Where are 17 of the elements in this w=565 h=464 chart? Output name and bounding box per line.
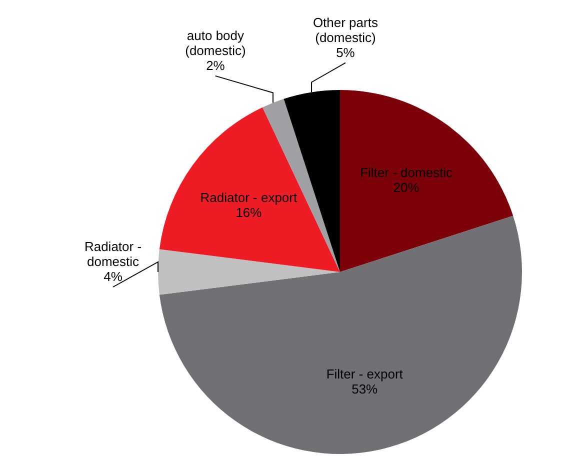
slice-label: Radiator - export [200,190,298,206]
slice-label: Filter - domestic [360,165,454,180]
pie-slice [158,249,340,295]
data-label: 4% [104,269,123,284]
data-label: 20% [393,180,420,196]
data-label: 16% [236,205,262,220]
pie-slice [159,107,340,272]
pie-slice [159,216,522,454]
slice-label: Other parts (domestic) [312,14,378,45]
data-label: 5% [336,44,356,60]
slice-label: Radiator - domestic [84,239,142,269]
slice-label: Filter - export [326,366,404,382]
pie-slice [262,98,340,272]
slice-label: auto body (domestic) [185,28,246,58]
data-label: 2% [206,58,226,73]
data-label: 53% [352,382,378,397]
pie-slice [340,90,514,272]
